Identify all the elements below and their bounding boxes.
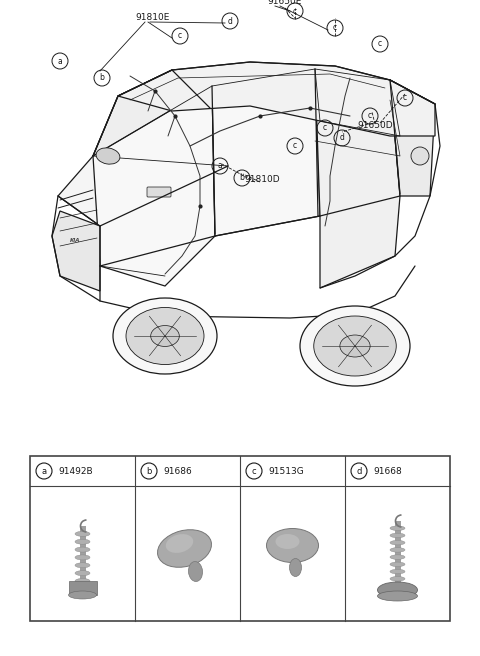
Ellipse shape: [390, 533, 405, 538]
Text: c: c: [323, 123, 327, 133]
Ellipse shape: [390, 577, 405, 581]
Ellipse shape: [157, 529, 212, 567]
Ellipse shape: [390, 562, 405, 567]
Polygon shape: [390, 80, 435, 196]
Circle shape: [411, 147, 429, 165]
Text: a: a: [217, 161, 222, 171]
Text: b: b: [99, 73, 105, 83]
Text: 91810D: 91810D: [244, 176, 280, 184]
Ellipse shape: [189, 562, 203, 581]
Text: d: d: [339, 134, 345, 142]
Text: 91513G: 91513G: [268, 466, 304, 476]
Ellipse shape: [377, 591, 418, 601]
Ellipse shape: [390, 555, 405, 560]
Bar: [69, 581, 96, 595]
Text: c: c: [368, 112, 372, 121]
Text: 91668: 91668: [373, 466, 402, 476]
Polygon shape: [315, 69, 400, 288]
Ellipse shape: [340, 335, 370, 357]
Text: a: a: [41, 466, 47, 476]
Ellipse shape: [276, 534, 300, 549]
FancyBboxPatch shape: [147, 187, 171, 197]
Text: 91650E: 91650E: [268, 0, 302, 5]
Text: c: c: [178, 31, 182, 41]
Text: b: b: [240, 173, 244, 182]
Text: 91492B: 91492B: [58, 466, 93, 476]
Ellipse shape: [113, 298, 217, 374]
Polygon shape: [93, 70, 210, 156]
Text: 91650D: 91650D: [357, 121, 393, 131]
Text: 91810E: 91810E: [136, 14, 170, 22]
Ellipse shape: [75, 571, 90, 576]
Ellipse shape: [266, 529, 319, 562]
Ellipse shape: [96, 148, 120, 164]
Polygon shape: [118, 62, 435, 136]
Polygon shape: [52, 211, 100, 291]
Ellipse shape: [300, 306, 410, 386]
Polygon shape: [58, 108, 228, 226]
Text: d: d: [356, 466, 362, 476]
Ellipse shape: [390, 526, 405, 531]
Polygon shape: [212, 69, 320, 236]
Text: c: c: [333, 24, 337, 33]
Text: c: c: [293, 142, 297, 150]
Text: d: d: [228, 16, 232, 26]
Ellipse shape: [377, 582, 418, 598]
Text: KIA: KIA: [70, 239, 80, 243]
Ellipse shape: [69, 591, 96, 599]
Ellipse shape: [75, 563, 90, 568]
Text: c: c: [403, 94, 407, 102]
Text: c: c: [252, 466, 256, 476]
Text: 91686: 91686: [163, 466, 192, 476]
Ellipse shape: [289, 558, 301, 577]
Bar: [80, 526, 85, 581]
Ellipse shape: [390, 541, 405, 545]
Text: a: a: [58, 56, 62, 66]
Text: c: c: [293, 7, 297, 16]
Ellipse shape: [75, 555, 90, 560]
Ellipse shape: [314, 316, 396, 376]
Ellipse shape: [126, 308, 204, 365]
Polygon shape: [93, 86, 215, 286]
Ellipse shape: [75, 579, 90, 583]
Bar: [395, 521, 400, 586]
Ellipse shape: [75, 531, 90, 537]
Ellipse shape: [75, 547, 90, 552]
Ellipse shape: [390, 548, 405, 552]
Text: c: c: [378, 39, 382, 49]
Ellipse shape: [166, 534, 193, 553]
Ellipse shape: [390, 584, 405, 588]
Ellipse shape: [75, 539, 90, 544]
Ellipse shape: [390, 569, 405, 574]
Text: b: b: [146, 466, 152, 476]
Ellipse shape: [151, 325, 180, 346]
